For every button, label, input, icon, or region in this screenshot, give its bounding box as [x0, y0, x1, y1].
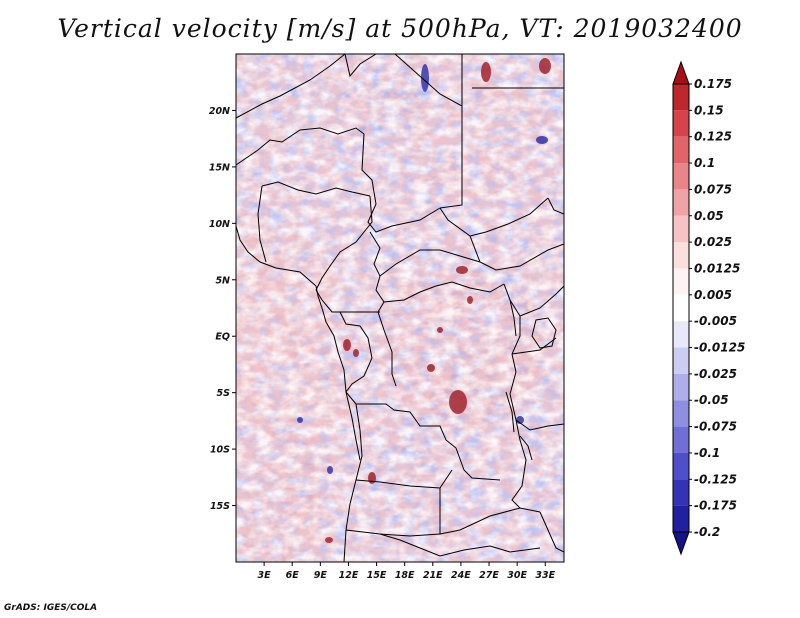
colorbar-label: 0.15 [694, 103, 724, 117]
lon-tick-label: 12E [339, 570, 359, 581]
colorbar-segment [673, 348, 689, 374]
lon-tick-label: 24E [451, 570, 471, 581]
lon-tick-label: 30E [507, 570, 527, 581]
lon-tick-label: 9E [314, 570, 328, 581]
colorbar-label: -0.125 [694, 472, 737, 486]
lat-axis: 20N 15N 10N 5N EQ 5S 10S 15S [209, 106, 236, 512]
colorbar-label: -0.1 [694, 446, 720, 460]
lon-tick-label: 15E [367, 570, 387, 581]
colorbar-segment [673, 295, 689, 321]
lon-tick-label: 21E [423, 570, 443, 581]
colorbar-label: 0.005 [694, 288, 732, 302]
colorbar-label: 0.025 [694, 235, 732, 249]
colorbar-segment [673, 321, 689, 347]
colorbar-segment [673, 268, 689, 294]
colorbar-segment [673, 374, 689, 400]
colorbar-label: -0.05 [694, 393, 729, 407]
colorbar-segment [673, 137, 689, 163]
colorbar-label: -0.2 [694, 525, 720, 539]
lon-tick-label: 3E [258, 570, 272, 581]
lat-tick-label: EQ [215, 332, 230, 343]
colorbar-label: -0.005 [694, 314, 737, 328]
colorbar-label: 0.125 [694, 130, 732, 144]
lon-tick-label: 18E [395, 570, 415, 581]
colorbar-top-extend [673, 62, 689, 84]
colorbar-label: 0.175 [694, 77, 732, 91]
velocity-field [215, 54, 564, 570]
colorbar-label: 0.0125 [694, 261, 740, 275]
lon-axis: 3E 6E 9E 12E 15E 18E 21E 24E 27E 30E 33E [258, 562, 556, 581]
colorbar-segment [673, 453, 689, 479]
lat-tick-label: 5S [217, 388, 231, 399]
lat-tick-label: 10N [209, 219, 230, 230]
colorbar-segment [673, 427, 689, 453]
colorbar-segment [673, 506, 689, 532]
lat-tick-label: 15N [209, 162, 230, 173]
colorbar-bottom-extend [673, 532, 689, 554]
colorbar-segment [673, 242, 689, 268]
colorbar-segment [673, 84, 689, 110]
colorbar-label: 0.075 [694, 182, 732, 196]
colorbar-segment [673, 400, 689, 426]
colorbar-label: -0.175 [694, 499, 737, 513]
lat-tick-label: 5N [215, 275, 230, 286]
colorbar-segment [673, 216, 689, 242]
colorbar-label: -0.075 [694, 420, 737, 434]
colorbar-label: -0.0125 [694, 341, 745, 355]
colorbar-label: 0.1 [694, 156, 715, 170]
colorbar: 0.175 0.15 0.125 0.1 0.075 0.05 0.025 0.0125 0.0… [673, 62, 745, 554]
lon-tick-label: 6E [286, 570, 300, 581]
colorbar-segment [673, 189, 689, 215]
lon-tick-label: 33E [535, 570, 555, 581]
colorbar-label: -0.025 [694, 367, 737, 381]
lat-tick-label: 20N [209, 106, 230, 117]
lat-tick-label: 15S [210, 501, 230, 512]
software-credit: GrADS: IGES/COLA [4, 603, 97, 613]
lon-tick-label: 27E [479, 570, 499, 581]
colorbar-label: 0.05 [694, 209, 724, 223]
colorbar-segment [673, 479, 689, 505]
colorbar-segment [673, 110, 689, 136]
map-figure: 20N 15N 10N 5N EQ 5S 10S 15S 3E 6E 9E 12E 15E 18E 21E… [0, 0, 800, 618]
lat-tick-label: 10S [210, 445, 230, 456]
colorbar-segment [673, 163, 689, 189]
